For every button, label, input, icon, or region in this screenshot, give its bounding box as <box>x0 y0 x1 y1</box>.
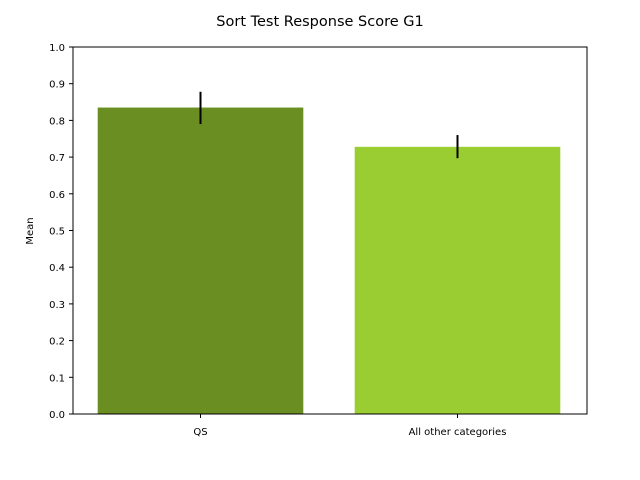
y-tick-label-8: 0.8 <box>49 116 65 127</box>
chart-title: Sort Test Response Score G1 <box>216 14 423 30</box>
x-tick-label-1: All other categories <box>409 427 507 438</box>
plot-area: 0.0 0.1 0.2 0.3 0.4 0.5 0.6 0.7 0.8 0.9 1.0 QS All o… <box>49 43 588 438</box>
y-tick-label-0: 0.0 <box>49 410 65 421</box>
y-tick-label-9: 0.9 <box>49 80 65 91</box>
y-tick-label-1: 0.1 <box>49 373 65 384</box>
bar-1 <box>354 146 561 414</box>
y-tick-label-4: 0.4 <box>49 263 65 274</box>
y-tick-label-7: 0.7 <box>49 153 65 164</box>
y-tick-label-10: 1.0 <box>49 43 65 54</box>
bar-0 <box>97 107 304 415</box>
x-tick-label-0: QS <box>193 427 207 438</box>
y-tick-label-3: 0.3 <box>49 300 65 311</box>
y-tick-label-2: 0.2 <box>49 337 65 348</box>
y-tick-label-5: 0.5 <box>49 227 65 238</box>
y-tick-label-6: 0.6 <box>49 190 65 201</box>
y-axis-label: Mean <box>25 217 36 244</box>
